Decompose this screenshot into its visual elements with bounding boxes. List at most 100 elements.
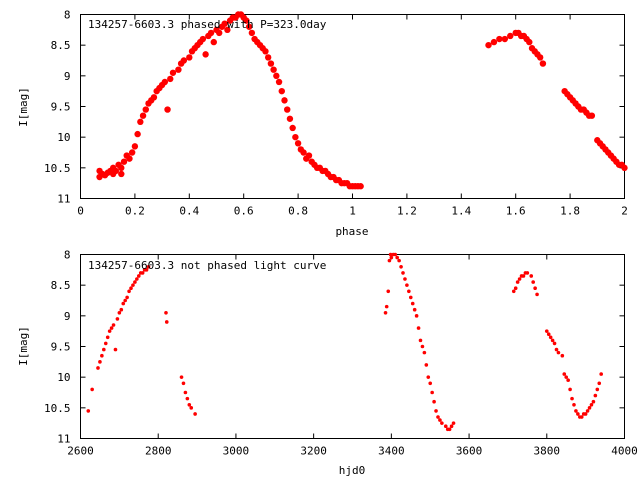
unphased-y-tick-label: 8 xyxy=(64,249,71,262)
phased-data-point xyxy=(305,152,313,159)
phased-data-point xyxy=(167,75,174,83)
phased-data-point xyxy=(175,66,182,73)
unphased-data-point xyxy=(115,317,120,321)
unphased-data-point xyxy=(422,350,427,355)
unphased-data-point xyxy=(597,381,602,386)
unphased-data-point xyxy=(418,338,423,343)
phased-x-axis-label: phase xyxy=(335,225,368,238)
unphased-x-ticks: 2600 2800 3000 3200 3400 3600 3800 4000 xyxy=(67,254,638,458)
unphased-data-point xyxy=(599,372,603,376)
unphased-x-tick-label: 3000 xyxy=(223,445,250,458)
phased-data-point xyxy=(164,106,171,113)
unphased-data-point xyxy=(583,412,588,416)
unphased-data-point xyxy=(164,310,168,315)
phased-y-tick-label: 11 xyxy=(57,193,70,206)
unphased-data-point xyxy=(193,412,197,416)
unphased-data-point xyxy=(585,409,590,413)
unphased-data-point xyxy=(572,402,576,407)
phased-data-point xyxy=(180,57,188,64)
unphased-data-point xyxy=(164,320,169,324)
phased-data-point xyxy=(284,106,291,113)
phased-data-point xyxy=(267,60,275,67)
phased-x-tick-label: 1.4 xyxy=(451,205,471,218)
unphased-data-point xyxy=(136,274,141,278)
phased-data-point xyxy=(134,130,141,138)
unphased-data-point xyxy=(140,271,145,275)
unphased-data-point xyxy=(570,396,574,401)
unphased-data-point xyxy=(432,399,436,404)
unphased-data-point xyxy=(416,326,421,330)
phased-data-point xyxy=(485,41,492,49)
phased-data-point xyxy=(278,87,285,95)
phased-data-point xyxy=(224,26,231,34)
unphased-data-point xyxy=(388,252,393,257)
unphased-data-point xyxy=(399,264,403,269)
phased-x-tick-label: 0 xyxy=(77,205,84,218)
unphased-data-point xyxy=(113,347,118,352)
unphased-data-point xyxy=(401,271,405,275)
unphased-data-point xyxy=(98,360,102,364)
phased-data-point xyxy=(120,158,128,165)
unphased-data-point xyxy=(86,409,91,413)
phased-data-point xyxy=(216,29,223,37)
phased-data-point xyxy=(273,72,280,80)
phased-data-point xyxy=(294,140,302,147)
unphased-data-point xyxy=(525,271,530,275)
unphased-data-point xyxy=(544,329,549,333)
unphased-data-point xyxy=(595,387,600,392)
unphased-data-point xyxy=(546,332,551,337)
unphased-data-point xyxy=(395,255,399,260)
phased-y-tick-label: 8.5 xyxy=(51,39,71,52)
phased-light-curve-plot: 0 0.2 0.4 0.6 0.8 1 1.2 1.4 1.6 1.8 2 8 8.5 9 9.5 10 10… xyxy=(17,9,628,239)
unphased-data-point xyxy=(533,286,537,291)
unphased-data-point xyxy=(384,304,389,309)
unphased-data-point xyxy=(552,341,557,346)
unphased-data-point xyxy=(146,264,151,269)
unphased-data-point xyxy=(107,329,112,333)
phased-data-point xyxy=(142,106,149,113)
unphased-data-point xyxy=(438,418,442,422)
unphased-data-point xyxy=(589,402,594,407)
unphased-data-point xyxy=(554,347,559,352)
unphased-y-ticks: 8 8.5 9 9.5 10 10.5 11 xyxy=(44,249,625,446)
unphased-data-point xyxy=(131,283,135,287)
unphased-data-point xyxy=(183,390,188,395)
unphased-data-point xyxy=(109,326,114,330)
phased-data-point xyxy=(169,69,177,76)
unphased-data-point xyxy=(407,289,411,294)
unphased-data-point xyxy=(105,335,110,340)
unphased-data-point xyxy=(189,406,194,410)
phased-data-point xyxy=(289,124,296,132)
unphased-data-point xyxy=(579,415,584,419)
unphased-data-point xyxy=(133,280,137,284)
phased-data-point xyxy=(126,155,133,162)
unphased-data-point xyxy=(513,286,518,291)
phased-x-tick-label: 0.4 xyxy=(179,205,199,218)
unphased-data-point xyxy=(521,274,526,278)
unphased-data-point xyxy=(548,335,553,340)
unphased-data-point xyxy=(443,424,448,429)
unphased-data-point xyxy=(386,289,391,294)
phased-y-tick-label: 9 xyxy=(64,70,71,83)
phased-data-point xyxy=(210,38,217,46)
unphased-data-point xyxy=(387,258,392,263)
phased-data-point xyxy=(292,133,299,141)
unphased-data-point xyxy=(389,255,394,260)
phased-data-point xyxy=(118,164,125,172)
unphased-y-tick-label: 10.5 xyxy=(44,402,71,415)
phased-x-tick-label: 0.8 xyxy=(288,205,308,218)
unphased-data-point xyxy=(119,307,124,312)
unphased-data-point xyxy=(144,268,149,272)
phased-data-point xyxy=(221,20,228,27)
phased-x-ticks: 0 0.2 0.4 0.6 0.8 1 1.2 1.4 1.6 1.8 2 xyxy=(77,14,628,218)
unphased-data-point xyxy=(451,421,456,425)
phased-x-tick-label: 1 xyxy=(349,205,356,218)
phased-data-point xyxy=(300,149,307,156)
phased-data-point xyxy=(248,29,256,37)
unphased-data-point xyxy=(187,402,192,407)
phased-data-point xyxy=(536,54,544,61)
unphased-data-point xyxy=(574,409,578,413)
phased-data-point xyxy=(588,112,596,119)
unphased-data-point xyxy=(185,396,190,401)
